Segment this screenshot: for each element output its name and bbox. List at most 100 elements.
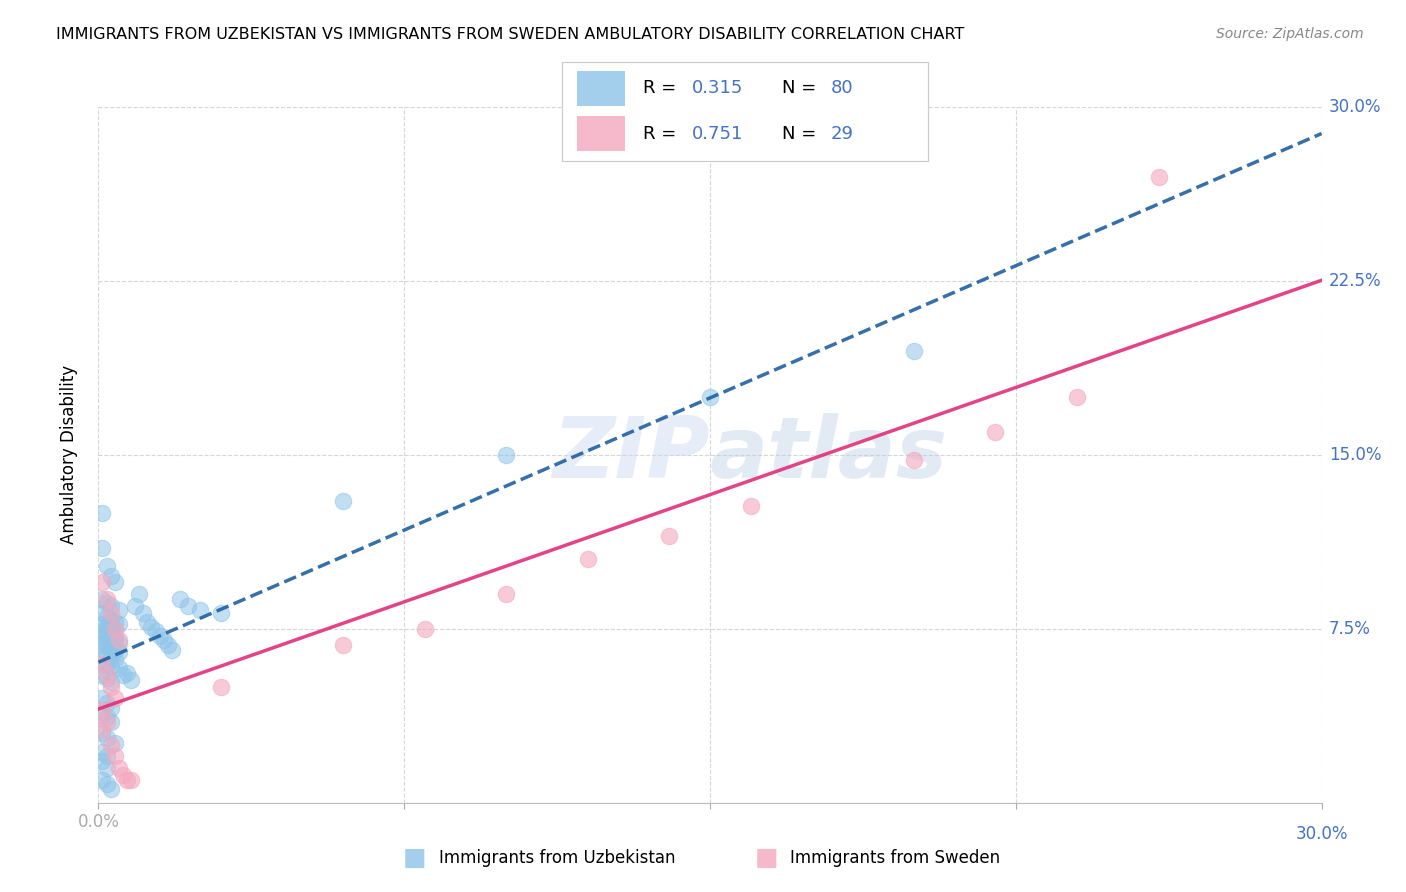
Point [96, 671, 118, 685]
Point [100, 606, 122, 620]
Point [160, 642, 183, 657]
Point [96, 710, 118, 724]
Point [100, 626, 122, 640]
Point [91, 657, 114, 671]
Point [96, 761, 118, 775]
Point [104, 652, 127, 666]
Point [111, 768, 134, 782]
Point [740, 499, 762, 513]
Point [100, 680, 122, 694]
Point [91, 629, 114, 643]
Point [100, 738, 122, 752]
Point [91, 745, 114, 759]
Text: R =: R = [643, 125, 682, 143]
Text: N =: N = [782, 79, 821, 97]
Point [96, 631, 118, 645]
Point [108, 761, 131, 775]
Point [128, 587, 150, 601]
Point [209, 680, 232, 694]
Point [1066, 390, 1088, 404]
Point [100, 640, 122, 655]
Point [91, 754, 114, 768]
Point [413, 622, 436, 636]
Text: ■: ■ [404, 847, 426, 870]
Point [903, 343, 925, 358]
Point [100, 675, 122, 690]
Point [96, 591, 118, 606]
Point [96, 696, 118, 710]
Point [96, 657, 118, 671]
Text: R =: R = [643, 79, 682, 97]
Point [332, 494, 354, 508]
Point [136, 615, 159, 629]
Point [100, 714, 122, 729]
Point [152, 633, 174, 648]
Point [100, 781, 122, 796]
Point [115, 772, 138, 787]
Point [104, 629, 127, 643]
Point [100, 568, 122, 582]
Point [111, 668, 134, 682]
FancyBboxPatch shape [576, 117, 624, 151]
Point [91, 575, 114, 590]
Point [108, 636, 131, 650]
Text: 0.315: 0.315 [692, 79, 744, 97]
Point [169, 591, 191, 606]
Point [104, 691, 127, 706]
Text: 15.0%: 15.0% [1329, 446, 1381, 464]
Text: N =: N = [782, 125, 821, 143]
Point [91, 541, 114, 555]
Point [104, 642, 127, 657]
Point [96, 624, 118, 639]
Point [96, 619, 118, 633]
Text: 0.751: 0.751 [692, 125, 744, 143]
Point [96, 648, 118, 662]
Point [177, 599, 200, 613]
Text: Immigrants from Sweden: Immigrants from Sweden [790, 849, 1000, 867]
Point [104, 622, 127, 636]
Point [96, 638, 118, 652]
Text: 7.5%: 7.5% [1329, 620, 1371, 638]
Point [1147, 169, 1170, 184]
Point [96, 559, 118, 574]
Point [100, 700, 122, 714]
Text: atlas: atlas [710, 413, 948, 497]
Point [149, 629, 172, 643]
Point [91, 726, 114, 740]
Point [91, 691, 114, 706]
FancyBboxPatch shape [576, 71, 624, 105]
Text: 22.5%: 22.5% [1329, 272, 1381, 290]
Point [658, 529, 681, 543]
Point [91, 606, 114, 620]
Point [100, 649, 122, 664]
Text: Immigrants from Uzbekistan: Immigrants from Uzbekistan [439, 849, 675, 867]
Point [984, 425, 1007, 439]
Point [96, 731, 118, 745]
Text: IMMIGRANTS FROM UZBEKISTAN VS IMMIGRANTS FROM SWEDEN AMBULATORY DISABILITY CORRE: IMMIGRANTS FROM UZBEKISTAN VS IMMIGRANTS… [56, 27, 965, 42]
Text: ■: ■ [755, 847, 778, 870]
Point [91, 617, 114, 632]
Point [576, 552, 599, 566]
Point [115, 665, 138, 680]
Point [903, 452, 925, 467]
Text: ZIP: ZIP [553, 413, 710, 497]
Point [141, 619, 163, 633]
Point [91, 657, 114, 671]
Point [188, 603, 212, 617]
Y-axis label: Ambulatory Disability: Ambulatory Disability [59, 366, 77, 544]
Point [104, 622, 127, 636]
Point [156, 638, 179, 652]
Text: 80: 80 [831, 79, 853, 97]
Point [120, 673, 142, 687]
Point [104, 615, 127, 629]
Point [91, 591, 114, 606]
Point [104, 735, 127, 749]
Point [91, 707, 114, 722]
Point [108, 645, 131, 659]
Point [104, 633, 127, 648]
Text: Source: ZipAtlas.com: Source: ZipAtlas.com [1216, 27, 1364, 41]
Point [100, 599, 122, 613]
Point [96, 610, 118, 624]
Point [108, 633, 131, 648]
Point [120, 772, 142, 787]
